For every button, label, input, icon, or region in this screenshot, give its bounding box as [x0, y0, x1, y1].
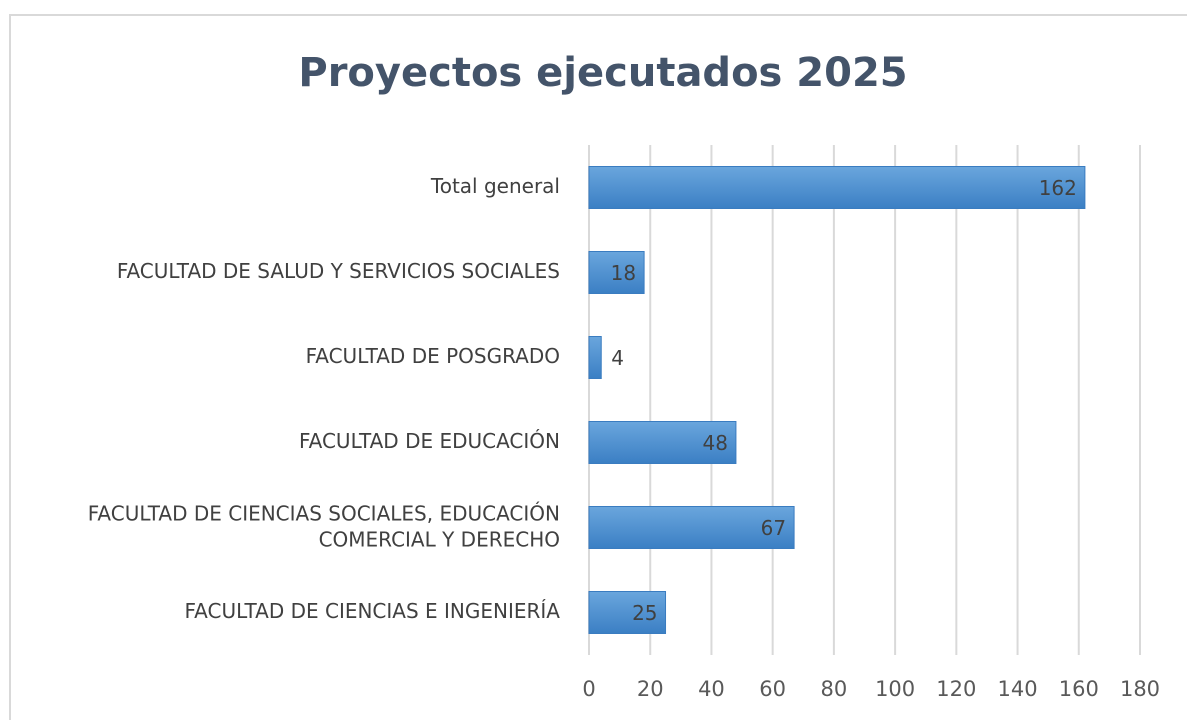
y-tick-label-line: COMERCIAL Y DERECHO [319, 527, 560, 551]
bar [588, 421, 737, 464]
x-tick-label: 80 [821, 677, 848, 701]
data-label: 162 [1039, 176, 1077, 200]
data-label: 18 [611, 261, 636, 285]
y-tick-label-line: FACULTAD DE CIENCIAS SOCIALES, EDUCACIÓN [88, 501, 560, 525]
data-label: 48 [702, 431, 727, 455]
y-tick-label: FACULTAD DE POSGRADO [306, 344, 560, 368]
bar [588, 166, 1086, 209]
y-tick-label: FACULTAD DE SALUD Y SERVICIOS SOCIALES [117, 259, 560, 283]
data-label: 67 [761, 516, 786, 540]
x-tick-label: 20 [637, 677, 664, 701]
bar [588, 506, 795, 549]
x-tick-label: 40 [698, 677, 725, 701]
x-tick-label: 60 [759, 677, 786, 701]
x-tick-label: 100 [875, 677, 915, 701]
y-tick-label: FACULTAD DE EDUCACIÓN [299, 429, 560, 453]
chart-title: Proyectos ejecutados 2025 [298, 50, 907, 96]
x-tick-label: 120 [936, 677, 976, 701]
bar [588, 251, 645, 294]
y-tick-label: FACULTAD DE CIENCIAS E INGENIERÍA [184, 599, 560, 623]
data-label: 4 [611, 346, 624, 370]
x-tick-label: 180 [1120, 677, 1160, 701]
bar [588, 591, 667, 634]
x-tick-label: 140 [998, 677, 1038, 701]
x-tick-label: 160 [1059, 677, 1099, 701]
x-tick-label: 0 [582, 677, 595, 701]
bar [588, 336, 602, 379]
y-tick-label: Total general [430, 174, 560, 198]
data-label: 25 [632, 601, 657, 625]
y-tick-label: FACULTAD DE CIENCIAS SOCIALES, EDUCACIÓN… [88, 501, 560, 551]
